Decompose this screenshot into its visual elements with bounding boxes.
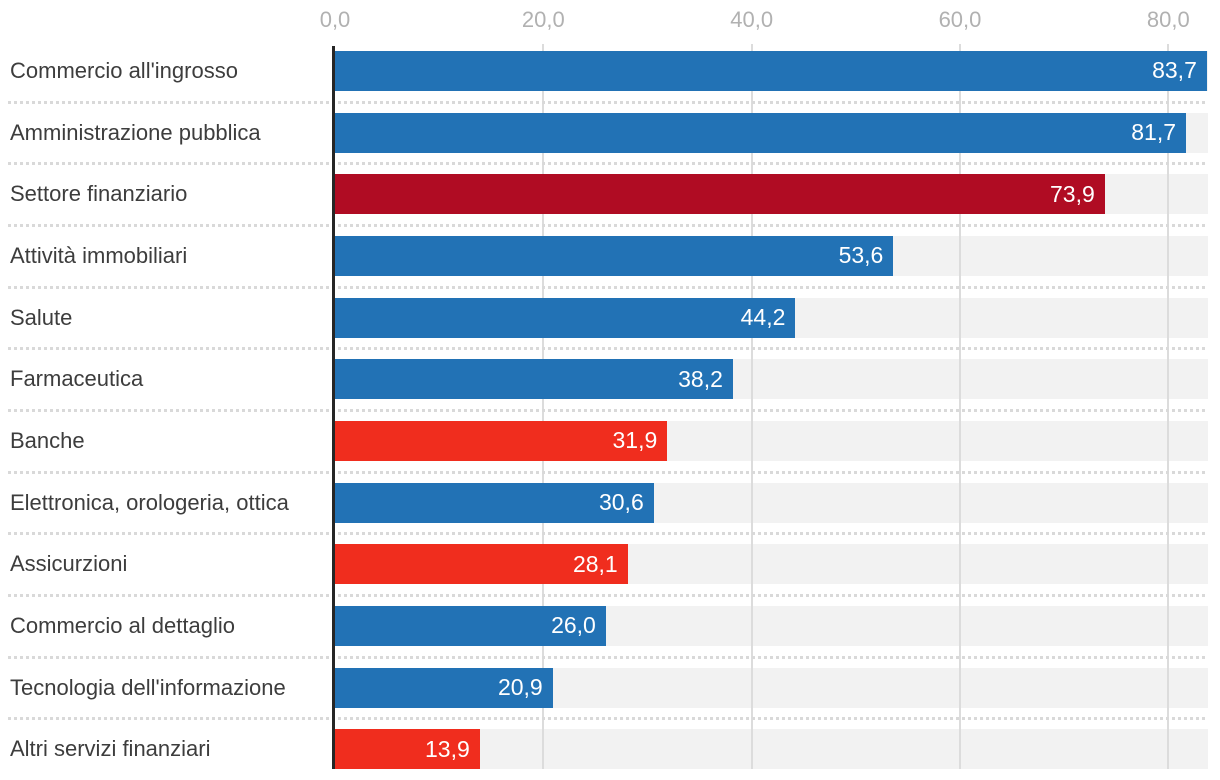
bar-blue[interactable]: 81,7 [335,112,1187,153]
chart-row: Banche 31,9 [0,410,1220,472]
chart-row: Commercio all'ingrosso 83,7 [0,40,1220,102]
bar-value-label: 28,1 [572,550,618,577]
category-label: Attività immobiliari [10,242,188,268]
bar-value-label: 31,9 [612,427,658,454]
chart-row: Commercio al dettaglio 26,0 [0,595,1220,657]
bar-value-label: 20,9 [497,674,543,701]
gridline [958,44,961,769]
bar-value-label: 83,7 [1152,57,1197,84]
row-separator [8,162,1208,166]
bar-track: 31,9 [335,420,1208,461]
bar-darkred[interactable]: 73,9 [335,174,1105,215]
bar-track: 81,7 [335,112,1208,153]
bar-track: 38,2 [335,359,1208,400]
category-label: Commercio al dettaglio [10,612,235,638]
bar-blue[interactable]: 53,6 [335,235,894,276]
x-axis-tick-label: 80,0 [1146,7,1190,32]
row-separator [8,347,1208,351]
x-axis-tick-label: 40,0 [730,7,774,32]
bar-blue[interactable]: 38,2 [335,359,733,400]
bar-track: 73,9 [335,174,1208,215]
category-label: Altri servizi finanziari [10,736,211,762]
category-label: Amministrazione pubblica [10,119,261,145]
chart-row: Assicurzioni 28,1 [0,533,1220,595]
row-separator [8,532,1208,536]
bar-blue[interactable]: 30,6 [335,482,654,523]
gridline [1167,44,1170,769]
bar-track: 28,1 [335,544,1208,585]
row-separator [8,594,1208,597]
row-separator [8,470,1208,474]
chart-row: Settore finanziario 73,9 [0,163,1220,225]
y-axis-line [332,46,335,769]
chart-row: Amministrazione pubblica 81,7 [0,102,1220,164]
row-separator [8,409,1208,412]
category-label: Commercio all'ingrosso [10,57,238,83]
category-label: Elettronica, orologeria, ottica [10,489,289,515]
bar-track: 83,7 [335,50,1208,91]
x-axis-tick-label: 60,0 [938,7,982,32]
bar-track: 13,9 [335,729,1208,770]
x-axis-tick-label: 20,0 [521,7,565,32]
bar-value-label: 44,2 [740,304,786,331]
chart-row: Farmaceutica 38,2 [0,348,1220,410]
bar-rows: Commercio all'ingrosso 83,7 Amministrazi… [0,40,1220,780]
chart-row: Attività immobiliari 53,6 [0,225,1220,287]
chart-row: Salute 44,2 [0,287,1220,349]
chart-row: Altri servizi finanziari 13,9 [0,718,1220,780]
bar-track: 53,6 [335,235,1208,276]
row-separator [8,224,1208,227]
bar-red[interactable]: 31,9 [335,420,668,461]
category-label: Banche [10,427,85,453]
row-separator [8,655,1208,659]
bar-red[interactable]: 28,1 [335,544,628,585]
bar-blue[interactable]: 44,2 [335,297,796,338]
category-label: Farmaceutica [10,366,144,392]
bar-track: 44,2 [335,297,1208,338]
bar-track: 20,9 [335,667,1208,708]
row-separator [8,717,1208,721]
bar-value-label: 30,6 [598,489,644,516]
category-label: Assicurzioni [10,551,128,577]
bar-value-label: 73,9 [1050,180,1095,207]
bar-value-label: 38,2 [678,365,723,392]
bar-blue[interactable]: 20,9 [335,667,553,708]
category-label: Tecnologia dell'informazione [10,674,286,700]
chart-row: Tecnologia dell'informazione 20,9 [0,657,1220,719]
bar-red[interactable]: 13,9 [335,729,480,770]
bar-track: 30,6 [335,482,1208,523]
gridline [542,44,545,769]
bar-value-label: 26,0 [551,612,596,639]
x-axis-tick-label: 0,0 [319,7,351,32]
category-label: Settore finanziario [10,181,188,207]
bar-blue[interactable]: 26,0 [335,605,606,646]
row-separator [8,285,1208,289]
bar-blue[interactable]: 83,7 [335,50,1207,91]
chart-row: Elettronica, orologeria, ottica 30,6 [0,472,1220,534]
bar-track: 26,0 [335,605,1208,646]
bar-value-label: 13,9 [425,735,470,762]
category-label: Salute [10,304,73,330]
bar-value-label: 53,6 [838,242,884,269]
bar-value-label: 81,7 [1131,119,1177,145]
row-separator [8,100,1208,104]
gridline [750,44,753,769]
x-axis: 0,0 20,0 40,0 60,0 80,0 [0,0,1220,40]
